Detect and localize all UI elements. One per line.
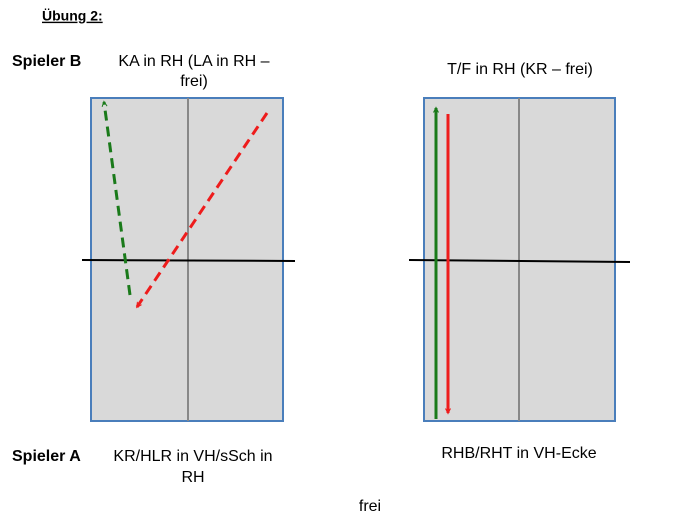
player-b-label: Spieler B — [12, 53, 81, 70]
player-a-left-text: KR/HLR in VH/sSch in — [113, 448, 272, 465]
net — [81, 259, 296, 262]
net — [408, 259, 631, 263]
arrow-red — [135, 112, 269, 309]
player-b-right-text: T/F in RH (KR – frei) — [447, 61, 593, 78]
player-a-left-text: RH — [181, 469, 204, 486]
player-a-label: Spieler A — [12, 448, 81, 465]
player-a-right-text: RHB/RHT in VH-Ecke — [441, 445, 596, 462]
arrow-green — [101, 100, 132, 296]
footer: frei — [359, 498, 381, 515]
player-b-left-text: KA in RH (LA in RH – — [118, 53, 269, 70]
title: Übung 2: — [42, 8, 103, 24]
player-b-left-text: frei) — [180, 73, 208, 90]
